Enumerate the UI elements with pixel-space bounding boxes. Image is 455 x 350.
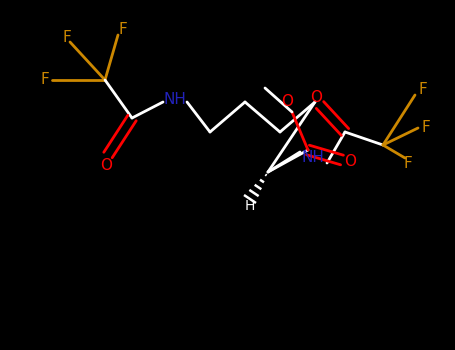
Text: F: F [404, 156, 412, 172]
Text: O: O [281, 94, 293, 110]
Text: F: F [40, 72, 50, 88]
Text: F: F [63, 29, 71, 44]
Text: O: O [310, 90, 322, 105]
Text: H: H [245, 199, 255, 213]
Text: F: F [119, 22, 127, 37]
Text: NH: NH [163, 91, 187, 106]
Text: O: O [344, 154, 356, 169]
Text: F: F [419, 82, 427, 97]
Text: NH: NH [302, 149, 324, 164]
Text: O: O [100, 158, 112, 173]
Text: F: F [422, 120, 430, 135]
